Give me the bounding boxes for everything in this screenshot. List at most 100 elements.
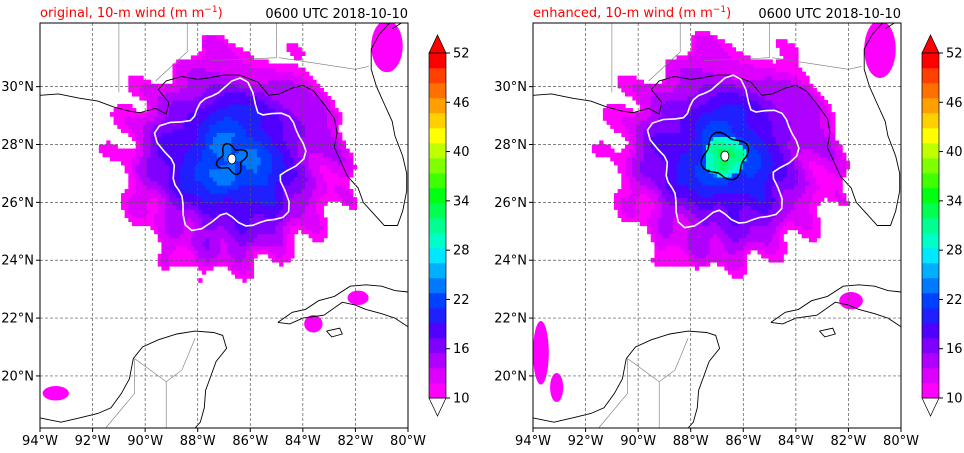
colorbar-segment bbox=[429, 218, 446, 234]
colorbar-segment bbox=[429, 338, 446, 354]
colorbar-segment bbox=[922, 188, 939, 204]
x-tick-label: 88°W bbox=[673, 434, 709, 449]
left-coastlines bbox=[40, 23, 408, 428]
x-tick-label: 86°W bbox=[232, 434, 268, 449]
colorbar-segment bbox=[922, 113, 939, 129]
y-tick-label: 26°N bbox=[1, 196, 34, 211]
colorbar-extend-min bbox=[921, 397, 940, 417]
colorbar-segment bbox=[922, 143, 939, 159]
colorbar-tick-label: 16 bbox=[453, 342, 470, 357]
right-panel-time: 0600 UTC 2018-10-10 bbox=[758, 7, 901, 22]
colorbar-tick-label: 52 bbox=[453, 47, 470, 62]
y-tick-label: 28°N bbox=[494, 138, 527, 153]
x-tick-label: 94°W bbox=[22, 434, 58, 449]
left-gridlines bbox=[40, 23, 408, 428]
colorbar-segment bbox=[922, 233, 939, 249]
colorbar-tick-label: 16 bbox=[946, 342, 963, 357]
y-tick-label: 20°N bbox=[1, 369, 34, 384]
colorbar-tick-label: 40 bbox=[946, 145, 963, 160]
y-tick-label: 20°N bbox=[494, 369, 527, 384]
colorbar-segment bbox=[429, 233, 446, 249]
colorbar-segment bbox=[429, 143, 446, 159]
right-coastlines bbox=[533, 23, 901, 428]
x-tick-label: 84°W bbox=[285, 434, 321, 449]
colorbar-segment bbox=[429, 128, 446, 144]
colorbar-segment bbox=[429, 113, 446, 129]
colorbar-segment bbox=[922, 203, 939, 219]
contour-34 bbox=[700, 131, 750, 181]
left-xticks: 94°W 92°W 90°W 88°W 86°W 84°W 82°W 80°W bbox=[22, 428, 426, 449]
colorbar-segment bbox=[922, 383, 939, 399]
colorbar-segment bbox=[429, 308, 446, 324]
storm-eye bbox=[227, 153, 237, 165]
contour-34 bbox=[215, 142, 249, 176]
contour-22 bbox=[153, 77, 307, 232]
colorbar-segment bbox=[922, 128, 939, 144]
left-wind-field bbox=[42, 23, 403, 401]
colorbar-segment bbox=[429, 83, 446, 99]
colorbar-segment bbox=[922, 98, 939, 114]
colorbar-segment bbox=[922, 173, 939, 189]
colorbar-tick-label: 52 bbox=[946, 47, 963, 62]
storm-eye bbox=[720, 150, 730, 162]
right-contours bbox=[646, 74, 800, 229]
colorbar-tick-label: 46 bbox=[453, 96, 470, 111]
right-xticks: 94°W 92°W 90°W 88°W 86°W 84°W 82°W 80°W bbox=[515, 428, 919, 449]
colorbar-segment bbox=[429, 98, 446, 114]
y-tick-label: 26°N bbox=[494, 196, 527, 211]
right-colorbar: 10 16 22 28 34 40 46 52 bbox=[921, 34, 963, 417]
colorbar-segment bbox=[922, 323, 939, 339]
x-tick-label: 88°W bbox=[180, 434, 216, 449]
colorbar-tick-label: 28 bbox=[946, 244, 963, 259]
colorbar-extend-max bbox=[921, 34, 940, 54]
colorbar-tick-label: 34 bbox=[453, 194, 470, 209]
right-yticks: 20°N 22°N 24°N 26°N 28°N 30°N bbox=[494, 80, 533, 384]
colorbar-segment bbox=[429, 203, 446, 219]
left-yticks: 20°N 22°N 24°N 26°N 28°N 30°N bbox=[1, 80, 40, 384]
left-panel-title: original, 10-m wind (m m−1) bbox=[40, 5, 223, 21]
colorbar-tick-label: 40 bbox=[453, 145, 470, 160]
colorbar-segment bbox=[922, 218, 939, 234]
colorbar-segment bbox=[922, 353, 939, 369]
colorbar-segment bbox=[429, 368, 446, 384]
colorbar-segment bbox=[922, 83, 939, 99]
colorbar-segment bbox=[922, 293, 939, 309]
colorbar-segment bbox=[922, 278, 939, 294]
colorbar-segment bbox=[429, 68, 446, 84]
colorbar-tick-label: 46 bbox=[946, 96, 963, 111]
right-map-frame bbox=[532, 22, 902, 429]
x-tick-label: 80°W bbox=[883, 434, 919, 449]
right-map bbox=[533, 23, 901, 428]
x-tick-label: 82°W bbox=[337, 434, 373, 449]
colorbar-extend-min bbox=[428, 397, 447, 417]
colorbar-extend-max bbox=[428, 34, 447, 54]
y-tick-label: 24°N bbox=[1, 254, 34, 269]
colorbar-segment bbox=[922, 248, 939, 264]
colorbar-segment bbox=[429, 188, 446, 204]
x-tick-label: 94°W bbox=[515, 434, 551, 449]
colorbar-segment bbox=[429, 248, 446, 264]
colorbar-segment bbox=[429, 278, 446, 294]
colorbar-tick-label: 34 bbox=[946, 194, 963, 209]
colorbar-segment bbox=[429, 263, 446, 279]
contour-22 bbox=[646, 74, 800, 229]
colorbar-tick-label: 28 bbox=[453, 244, 470, 259]
left-panel: original, 10-m wind (m m−1) 0600 UTC 201… bbox=[1, 5, 426, 449]
right-wind-field bbox=[533, 23, 896, 402]
x-tick-label: 84°W bbox=[778, 434, 814, 449]
x-tick-label: 90°W bbox=[620, 434, 656, 449]
right-gridlines bbox=[533, 23, 901, 428]
colorbar-segment bbox=[429, 383, 446, 399]
left-panel-time: 0600 UTC 2018-10-10 bbox=[265, 7, 408, 22]
x-tick-label: 92°W bbox=[75, 434, 111, 449]
colorbar-tick-label: 10 bbox=[946, 392, 963, 407]
left-colorbar: 10 16 22 28 34 40 46 52 bbox=[428, 34, 470, 417]
left-map-frame bbox=[39, 22, 409, 429]
colorbar-segment bbox=[429, 353, 446, 369]
x-tick-label: 82°W bbox=[830, 434, 866, 449]
colorbar-segment bbox=[922, 338, 939, 354]
colorbar-segment bbox=[429, 173, 446, 189]
colorbar-tick-label: 22 bbox=[453, 293, 470, 308]
colorbar-segment bbox=[429, 293, 446, 309]
